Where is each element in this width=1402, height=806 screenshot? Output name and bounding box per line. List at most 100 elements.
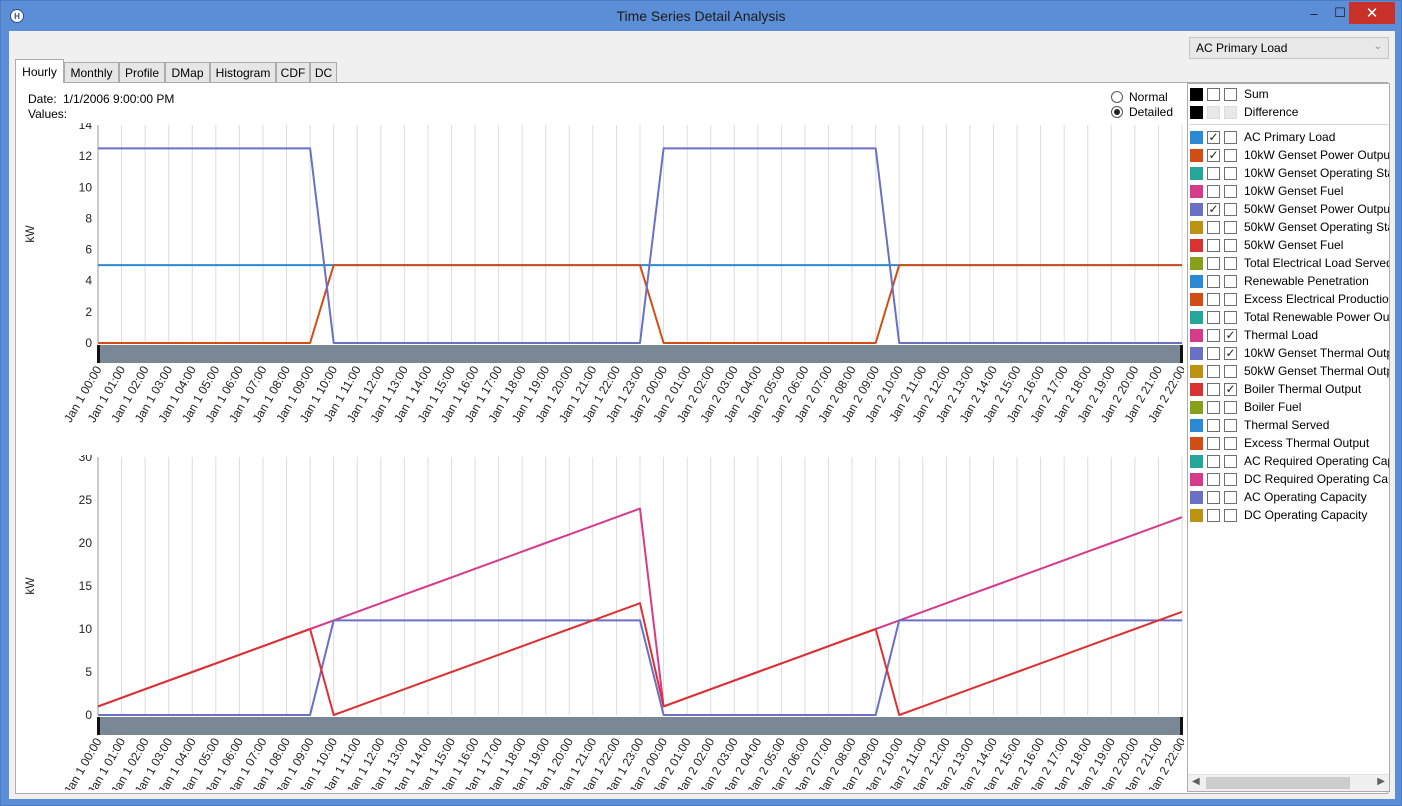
minimize-button[interactable]: –	[1310, 5, 1318, 21]
legend-label: DC Required Operating Cap	[1244, 472, 1390, 486]
bottom-chart-checkbox[interactable]	[1224, 328, 1237, 342]
legend-swatch	[1190, 87, 1203, 101]
app-icon: H	[10, 9, 24, 23]
tab-hourly[interactable]: Hourly	[15, 59, 64, 83]
top-chart-checkbox[interactable]	[1207, 238, 1220, 252]
y-tick-label: 30	[79, 455, 93, 464]
variable-select[interactable]: AC Primary Load ⌄	[1189, 37, 1389, 59]
range-bar	[97, 717, 1183, 735]
legend-label: Difference	[1244, 105, 1299, 119]
top-chart-checkbox[interactable]	[1207, 274, 1220, 288]
legend-swatch	[1190, 346, 1203, 360]
sum-top-checkbox[interactable]	[1207, 87, 1220, 101]
tab-cdf[interactable]: CDF	[276, 62, 310, 83]
y-axis-label: kW	[23, 577, 37, 595]
legend-label: 50kW Genset Thermal Outp	[1244, 364, 1390, 378]
top-chart-checkbox[interactable]	[1207, 346, 1220, 360]
legend-swatch	[1190, 105, 1203, 119]
top-chart-checkbox[interactable]	[1207, 508, 1220, 522]
legend-label: 10kW Genset Operating Sta	[1244, 166, 1390, 180]
bottom-chart-checkbox[interactable]	[1224, 346, 1237, 360]
legend-label: 10kW Genset Fuel	[1244, 184, 1344, 198]
series-line	[97, 602, 1183, 716]
bottom-chart-checkbox[interactable]	[1224, 454, 1237, 468]
sum-bottom-checkbox[interactable]	[1224, 87, 1237, 101]
bottom-chart-checkbox[interactable]	[1224, 130, 1237, 144]
top-chart-checkbox[interactable]	[1207, 166, 1220, 180]
top-chart-checkbox[interactable]	[1207, 436, 1220, 450]
legend-swatch	[1190, 490, 1203, 504]
legend-label: 10kW Genset Power Output	[1244, 148, 1390, 162]
scroll-right-icon[interactable]: ▶	[1377, 776, 1385, 787]
top-chart-checkbox[interactable]	[1207, 256, 1220, 270]
top-chart-checkbox[interactable]	[1207, 292, 1220, 306]
legend-label: Total Renewable Power Out	[1244, 310, 1390, 324]
bottom-chart-checkbox[interactable]	[1224, 418, 1237, 432]
tab-profile[interactable]: Profile	[119, 62, 165, 83]
tab-dc[interactable]: DC	[310, 62, 337, 83]
top-chart-checkbox[interactable]	[1207, 148, 1220, 162]
bottom-chart-checkbox[interactable]	[1224, 202, 1237, 216]
range-handle-left	[97, 717, 100, 735]
bottom-chart-checkbox[interactable]	[1224, 274, 1237, 288]
bottom-chart-checkbox[interactable]	[1224, 220, 1237, 234]
chevron-down-icon: ⌄	[1373, 41, 1382, 52]
y-tick-label: 5	[85, 665, 92, 679]
top-chart-checkbox[interactable]	[1207, 400, 1220, 414]
legend-row: 10kW Genset Power Output	[1190, 146, 1390, 164]
top-chart-checkbox[interactable]	[1207, 202, 1220, 216]
top-chart-checkbox[interactable]	[1207, 454, 1220, 468]
normal-radio-circle[interactable]	[1111, 91, 1123, 103]
bottom-chart-checkbox[interactable]	[1224, 238, 1237, 252]
scroll-left-icon[interactable]: ◀	[1192, 776, 1200, 787]
variable-select-value: AC Primary Load	[1196, 41, 1288, 55]
bottom-chart-checkbox[interactable]	[1224, 148, 1237, 162]
top-chart-checkbox[interactable]	[1207, 382, 1220, 396]
detailed-radio-circle[interactable]	[1111, 106, 1123, 118]
top-chart-checkbox[interactable]	[1207, 310, 1220, 324]
bottom-chart-checkbox[interactable]	[1224, 364, 1237, 378]
tab-histogram[interactable]: Histogram	[210, 62, 276, 83]
bottom-chart-checkbox[interactable]	[1224, 508, 1237, 522]
top-chart-checkbox[interactable]	[1207, 184, 1220, 198]
top-chart-checkbox[interactable]	[1207, 472, 1220, 486]
legend-label: 50kW Genset Operating Sta	[1244, 220, 1390, 234]
top-chart-checkbox[interactable]	[1207, 220, 1220, 234]
legend-row: 10kW Genset Thermal Outp	[1190, 344, 1389, 362]
close-button[interactable]: ✕	[1349, 2, 1395, 24]
y-axis-label: kW	[23, 225, 37, 243]
maximize-button[interactable]: ☐	[1334, 5, 1346, 20]
bottom-chart-checkbox[interactable]	[1224, 472, 1237, 486]
legend-swatch	[1190, 436, 1203, 450]
bottom-chart-checkbox[interactable]	[1224, 310, 1237, 324]
legend-swatch	[1190, 130, 1203, 144]
legend-label: AC Required Operating Cap	[1244, 454, 1390, 468]
top-chart-checkbox[interactable]	[1207, 364, 1220, 378]
hourly-panel: Date: 1/1/2006 9:00:00 PM Values: Normal…	[15, 82, 1388, 794]
top-chart-checkbox[interactable]	[1207, 328, 1220, 342]
difference-bottom-checkbox	[1224, 105, 1237, 119]
scrollbar-thumb[interactable]	[1206, 777, 1350, 789]
legend-label: Thermal Served	[1244, 418, 1330, 432]
bottom-chart-checkbox[interactable]	[1224, 292, 1237, 306]
bottom-chart-checkbox[interactable]	[1224, 436, 1237, 450]
bottom-chart-checkbox[interactable]	[1224, 184, 1237, 198]
bottom-chart-checkbox[interactable]	[1224, 256, 1237, 270]
tab-monthly[interactable]: Monthly	[64, 62, 119, 83]
tab-dmap[interactable]: DMap	[165, 62, 210, 83]
legend-swatch	[1190, 454, 1203, 468]
detailed-radio[interactable]: Detailed	[1111, 105, 1173, 119]
legend-row: DC Operating Capacity	[1190, 506, 1389, 524]
top-chart-checkbox[interactable]	[1207, 490, 1220, 504]
bottom-chart-checkbox[interactable]	[1224, 382, 1237, 396]
bottom-chart-checkbox[interactable]	[1224, 400, 1237, 414]
bottom-chart-checkbox[interactable]	[1224, 166, 1237, 180]
legend-horizontal-scrollbar[interactable]: ◀ ▶	[1188, 774, 1389, 791]
normal-radio[interactable]: Normal	[1111, 90, 1168, 104]
bottom-chart-checkbox[interactable]	[1224, 490, 1237, 504]
range-handle-left	[97, 345, 100, 363]
top-chart-checkbox[interactable]	[1207, 418, 1220, 432]
top-chart-checkbox[interactable]	[1207, 130, 1220, 144]
